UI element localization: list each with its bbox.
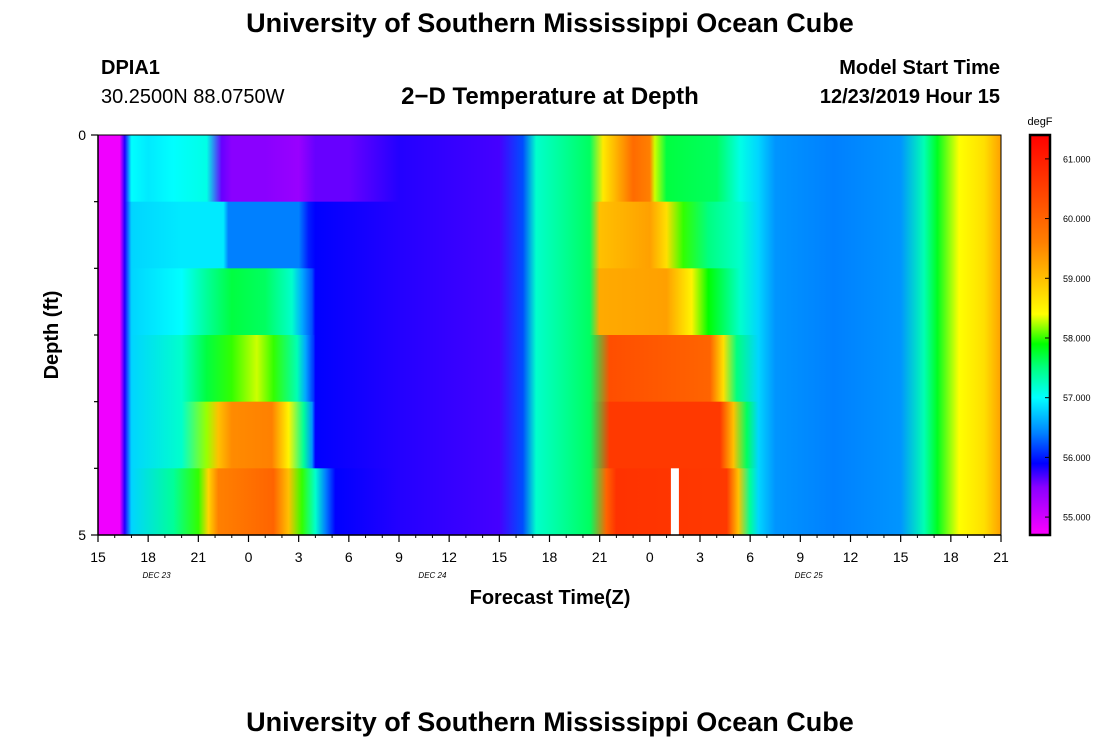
model-start-value: 12/23/2019 Hour 15 (819, 86, 1000, 108)
colorbar-tick-label: 55.000 (1063, 513, 1091, 523)
x-tick-label: 6 (345, 549, 353, 565)
model-start-label: Model Start Time (839, 57, 1000, 79)
page-title: University of Southern Mississippi Ocean… (246, 8, 854, 38)
depth-layer-band (98, 335, 1001, 403)
x-axis-label: Forecast Time(Z) (470, 587, 631, 609)
x-tick-label: 9 (796, 549, 804, 565)
y-tick-label: 0 (78, 127, 86, 143)
x-tick-label: 15 (893, 549, 909, 565)
colorbar-tick-label: 60.000 (1063, 214, 1091, 224)
colorbar-tick-label: 61.000 (1063, 154, 1091, 164)
x-tick-label: 18 (943, 549, 959, 565)
x-tick-label: 21 (191, 549, 207, 565)
x-axis: 15 18 21 0 3 6 9 12 15 18 21 0 3 6 9 12 15 18 21 DEC 23 DEC … (90, 534, 1009, 580)
date-label: DEC 23 (143, 571, 172, 580)
depth-layer-band (98, 468, 1001, 536)
x-tick-label: 18 (140, 549, 156, 565)
x-tick-label: 3 (696, 549, 704, 565)
colorbar-scale (1028, 133, 1052, 537)
y-axis-label: Depth (ft) (41, 291, 63, 380)
depth-layer-band (98, 135, 1001, 203)
station-coordinates: 30.2500N 88.0750W (101, 86, 285, 108)
colorbar-tick-label: 58.000 (1063, 333, 1091, 343)
temperature-depth-chart: 15 18 21 0 3 6 9 12 15 18 21 0 3 6 9 12 15 18 21 DEC 23 DEC … (41, 116, 1091, 609)
x-tick-label: 0 (245, 549, 253, 565)
y-tick-label: 5 (78, 527, 86, 543)
x-tick-label: 12 (441, 549, 457, 565)
y-axis: 05 (78, 127, 99, 543)
chart-title: 2−D Temperature at Depth (401, 83, 699, 110)
colorbar: degF 55.000 56.000 57.000 58.000 59.000 60.000… (1027, 116, 1091, 537)
depth-layer-band (98, 401, 1001, 469)
date-label: DEC 25 (795, 571, 824, 580)
x-tick-label: 21 (993, 549, 1009, 565)
x-tick-label: 21 (592, 549, 608, 565)
colorbar-tick-label: 59.000 (1063, 274, 1091, 284)
x-tick-label: 0 (646, 549, 654, 565)
depth-layer-band (98, 268, 1001, 336)
x-tick-label: 3 (295, 549, 303, 565)
date-label: DEC 24 (418, 571, 447, 580)
x-tick-label: 12 (843, 549, 859, 565)
x-tick-label: 15 (90, 549, 106, 565)
x-tick-label: 6 (746, 549, 754, 565)
footer-title: University of Southern Mississippi Ocean… (246, 707, 854, 737)
x-tick-label: 18 (542, 549, 558, 565)
x-tick-label: 9 (395, 549, 403, 565)
heatmap-plot-area (97, 134, 1002, 536)
x-tick-label: 15 (492, 549, 508, 565)
colorbar-tick-label: 57.000 (1063, 393, 1091, 403)
missing-data-bar (670, 468, 679, 535)
colorbar-unit: degF (1027, 116, 1052, 128)
colorbar-tick-label: 56.000 (1063, 453, 1091, 463)
station-id: DPIA1 (101, 57, 160, 79)
depth-layer-band (98, 201, 1001, 269)
